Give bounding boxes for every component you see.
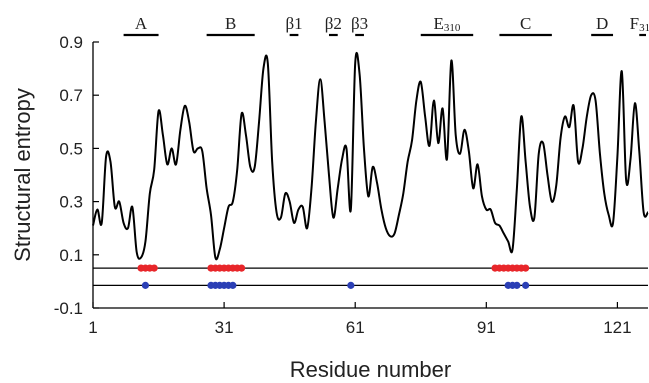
marker-dot (237, 264, 246, 272)
region-label: F310 (630, 14, 649, 34)
region-label-text: A (135, 14, 148, 33)
x-tick-label: 61 (346, 318, 365, 337)
y-tick-label: 0.7 (59, 86, 83, 105)
x-tick-label: 1 (88, 318, 97, 337)
y-tick-label: -0.1 (54, 299, 83, 318)
region-label-text: B (225, 14, 236, 33)
region-label: C (520, 14, 531, 33)
region-label-text: E (434, 14, 444, 33)
marker-dot (513, 281, 521, 289)
marker-rows (93, 264, 648, 289)
marker-dot (150, 264, 158, 272)
marker-dot (522, 281, 530, 289)
x-axis-title: Residue number (290, 357, 451, 382)
region-label-text: C (520, 14, 531, 33)
x-tick-label: 91 (477, 318, 496, 337)
region-label-text: β2 (325, 14, 342, 33)
series-lines (92, 51, 649, 261)
marker-dot (347, 281, 355, 289)
region-label-text: β3 (351, 14, 368, 33)
region-label: B (225, 14, 236, 33)
y-tick-label: 0.3 (59, 193, 83, 212)
marker-dot (522, 264, 530, 272)
marker-dot (141, 281, 150, 289)
region-label-text: F (630, 14, 639, 33)
y-tick-label: 0.9 (59, 33, 83, 52)
x-tick-label: 121 (603, 318, 631, 337)
axes: -0.1 0.1 0.3 0.5 0.7 0.9 1 31 61 91 121 (54, 33, 648, 337)
region-label: β1 (285, 14, 302, 33)
region-label-subscript: 310 (639, 22, 649, 34)
region-label-text: D (596, 14, 608, 33)
region-label-subscript: 310 (444, 22, 461, 34)
region-label-text: β1 (285, 14, 302, 33)
region-label: A (135, 14, 148, 33)
region-label: β3 (351, 14, 368, 33)
y-tick-label: 0.5 (59, 139, 83, 158)
marker-dot (229, 281, 237, 289)
region-label: D (596, 14, 608, 33)
region-label: β2 (325, 14, 342, 33)
x-tick-label: 31 (215, 318, 234, 337)
entropy-series-line (92, 51, 649, 261)
region-label: E310 (434, 14, 461, 34)
y-tick-label: 0.1 (59, 246, 83, 265)
y-axis-title: Structural entropy (10, 88, 35, 262)
region-annotations: ABβ1β2β3E310CDF310 (123, 14, 649, 37)
